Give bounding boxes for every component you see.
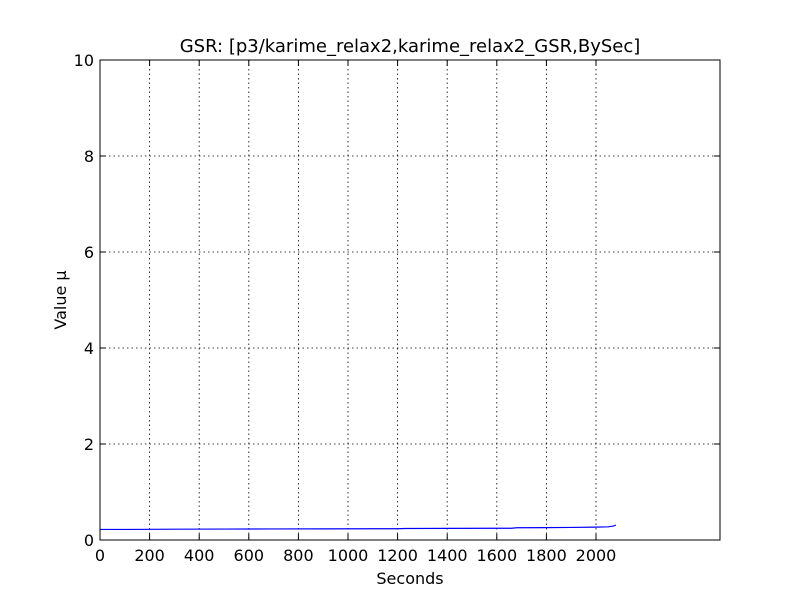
series-layer <box>100 524 617 531</box>
x-axis-label: Seconds <box>376 569 443 588</box>
x-tick-label: 2000 <box>576 546 617 565</box>
x-tick-label: 1400 <box>427 546 468 565</box>
x-tick-label: 1200 <box>377 546 418 565</box>
grid-layer <box>99 59 720 541</box>
chart-title: GSR: [p3/karime_relax2,karime_relax2_GSR… <box>180 36 641 57</box>
y-tick-label: 0 <box>84 531 94 550</box>
y-tick-label: 10 <box>74 51 94 70</box>
plot-frame <box>99 59 721 541</box>
gsr-series-line <box>100 524 617 531</box>
x-tick-label: 800 <box>283 546 314 565</box>
y-tick-label: 2 <box>84 435 94 454</box>
x-tick-label: 600 <box>234 546 265 565</box>
y-tick-label: 8 <box>84 147 94 166</box>
x-tick-label: 0 <box>95 546 105 565</box>
y-tick-label: 6 <box>84 243 94 262</box>
y-axis-label: Value µ <box>51 270 70 329</box>
x-tick-label: 400 <box>184 546 215 565</box>
x-tick-label: 1800 <box>526 546 567 565</box>
tick-layer: 0 200 400 600 800 1000 1200 1400 1600 1800 2000 0 2 4… <box>74 51 720 565</box>
x-tick-label: 1600 <box>476 546 517 565</box>
x-tick-label: 200 <box>134 546 165 565</box>
y-tick-label: 4 <box>84 339 94 358</box>
x-tick-label: 1000 <box>328 546 369 565</box>
